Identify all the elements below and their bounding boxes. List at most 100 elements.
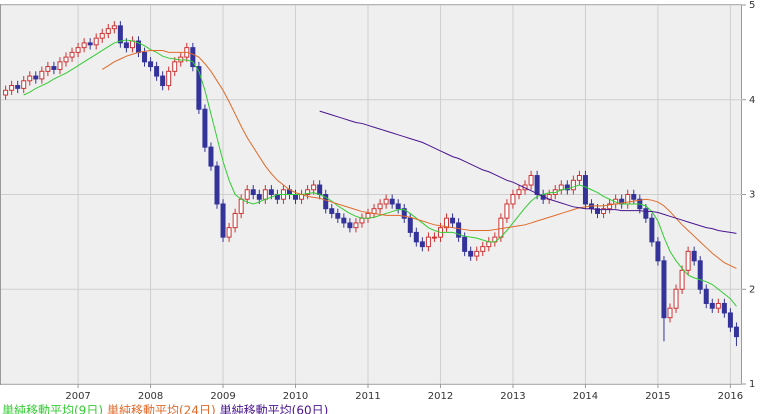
candle-body (595, 208, 601, 214)
candle-body (111, 25, 117, 30)
x-tick-label: 2009 (210, 391, 235, 402)
legend-label: 単純移動平均(9日) (2, 404, 103, 414)
candle-body (474, 250, 480, 257)
candle-body (601, 208, 607, 214)
candle-body (679, 269, 685, 290)
candle-body (607, 203, 613, 210)
candle-body (123, 42, 129, 49)
candle-body (142, 51, 148, 63)
candle-body (419, 241, 425, 248)
y-tick-label: 3 (749, 190, 755, 201)
candle-body (21, 80, 27, 89)
moving-average-line (319, 110, 737, 234)
legend-label: 単純移動平均(24日) (107, 404, 216, 414)
candle-body (576, 175, 582, 181)
candle-body (661, 260, 667, 319)
x-tick-label: 2014 (573, 391, 598, 402)
candle-body (262, 189, 268, 200)
candle-body (413, 231, 419, 243)
candle-body (129, 40, 135, 49)
candle-body (486, 241, 492, 248)
candle-body (75, 47, 81, 53)
y-tick-label: 5 (749, 0, 755, 11)
candle-body (268, 189, 274, 195)
x-tick-label: 2010 (283, 391, 308, 402)
y-tick-label: 1 (749, 379, 755, 390)
candle-body (504, 203, 510, 219)
candle-body (9, 85, 15, 91)
candle-body (81, 42, 87, 49)
candle-body (311, 184, 317, 191)
candle-body (148, 61, 154, 68)
candle-body (703, 288, 709, 304)
candle-body (45, 66, 51, 72)
x-tick-label: 2013 (500, 391, 525, 402)
candle-body (498, 217, 504, 238)
candle-body (685, 250, 691, 271)
candle-body (407, 217, 413, 233)
candle-body (341, 217, 347, 224)
moving-average-line (101, 49, 737, 269)
candle-body (383, 198, 389, 205)
x-tick-label: 2007 (65, 391, 90, 402)
candle-body (232, 212, 238, 229)
candle-body (649, 217, 655, 243)
candle-body (117, 25, 123, 44)
candle-body (709, 302, 715, 309)
candle-body (721, 302, 727, 314)
candle-body (510, 194, 516, 205)
x-tick-label: 2008 (138, 391, 163, 402)
candle-body (733, 326, 739, 338)
candle-body (389, 198, 395, 205)
candle-body (214, 165, 220, 205)
candle-body (226, 227, 232, 238)
candle-body (401, 208, 407, 219)
candle-body (256, 194, 262, 200)
candle-body (87, 42, 93, 46)
candle-body (208, 146, 214, 167)
candle-body (160, 75, 166, 87)
candle-body (238, 198, 244, 214)
candle-body (534, 175, 540, 196)
candle-body (456, 222, 462, 238)
candle-body (516, 189, 522, 195)
y-tick-label: 4 (749, 95, 755, 106)
candle-body (329, 208, 335, 214)
candle-body (33, 75, 39, 80)
candle-body (323, 194, 329, 210)
candle-body (93, 37, 99, 46)
x-tick-label: 2015 (645, 391, 670, 402)
candle-body (450, 217, 456, 224)
candle-body (105, 28, 111, 34)
candle-body (528, 175, 534, 186)
legend-label: 単純移動平均(60日) (220, 404, 329, 414)
candle-body (69, 51, 75, 58)
candle-body (27, 75, 33, 82)
candle-body (250, 189, 256, 195)
candle-body (697, 260, 703, 290)
candle-body (347, 222, 353, 229)
candle-body (673, 288, 679, 309)
candle-body (166, 70, 172, 87)
candle-body (377, 203, 383, 210)
candle-body (220, 203, 226, 238)
candle-body (643, 208, 649, 219)
candle-body (359, 217, 365, 224)
candle-body (582, 175, 588, 205)
candle-body (727, 312, 733, 328)
candle-body (425, 236, 431, 248)
x-tick-label: 2012 (428, 391, 453, 402)
x-tick-label: 2011 (355, 391, 380, 402)
candle-body (462, 236, 468, 252)
candle-body (15, 85, 21, 89)
candle-body (57, 61, 63, 70)
candle-body (468, 250, 474, 257)
candle-body (293, 194, 299, 200)
y-tick-label: 2 (749, 284, 755, 295)
candle-body (667, 307, 673, 319)
candle-body (655, 241, 661, 262)
candle-body (564, 184, 570, 191)
candle-body (715, 302, 721, 309)
candle-body (631, 194, 637, 200)
candle-body (395, 203, 401, 210)
